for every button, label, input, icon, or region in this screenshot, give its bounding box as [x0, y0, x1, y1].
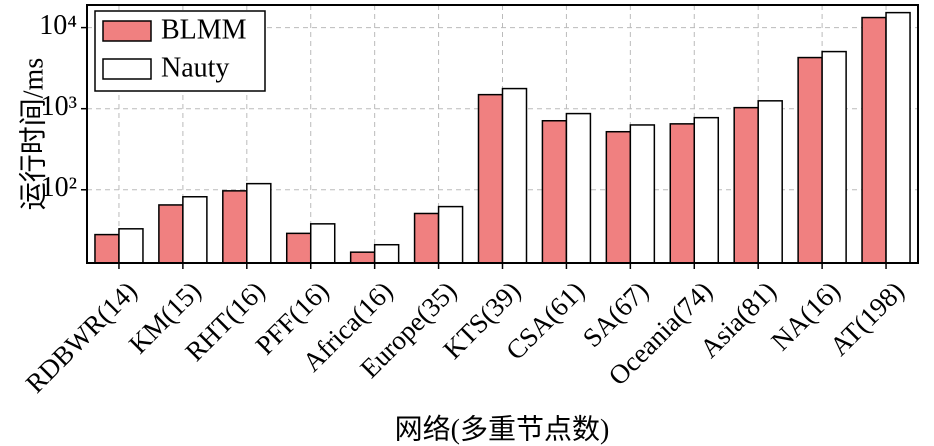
legend-swatch [102, 58, 152, 80]
bar [629, 124, 656, 264]
bar [349, 251, 376, 264]
bar [413, 212, 440, 264]
bar [861, 16, 887, 264]
bar [669, 123, 696, 264]
legend-swatch [102, 20, 152, 42]
bar [797, 56, 823, 264]
bar [94, 233, 120, 264]
bar [757, 100, 783, 264]
bar [821, 50, 847, 264]
bar [158, 204, 184, 264]
bar [501, 87, 528, 264]
bar [182, 196, 208, 264]
bar [285, 232, 312, 264]
bar [118, 228, 144, 264]
bar [477, 93, 504, 264]
bar [605, 130, 632, 264]
bar [373, 243, 400, 264]
bar [885, 11, 911, 264]
bar [222, 190, 248, 264]
legend-label: Nauty [161, 52, 229, 83]
bar [246, 182, 272, 264]
y-tick-label: 10⁴ [39, 10, 77, 41]
legend-label: BLMM [161, 14, 247, 45]
y-tick-label: 10² [41, 172, 77, 203]
x-axis-label: 网络(多重节点数) [395, 413, 610, 445]
bar [565, 112, 592, 264]
y-axis-label: 运行时间/ms [17, 58, 49, 210]
bar [437, 205, 464, 264]
y-tick-label: 10³ [41, 91, 77, 122]
bar [309, 223, 336, 264]
bar [541, 119, 568, 264]
bar [693, 116, 720, 264]
plot-frame [86, 4, 919, 264]
bar [733, 106, 759, 264]
